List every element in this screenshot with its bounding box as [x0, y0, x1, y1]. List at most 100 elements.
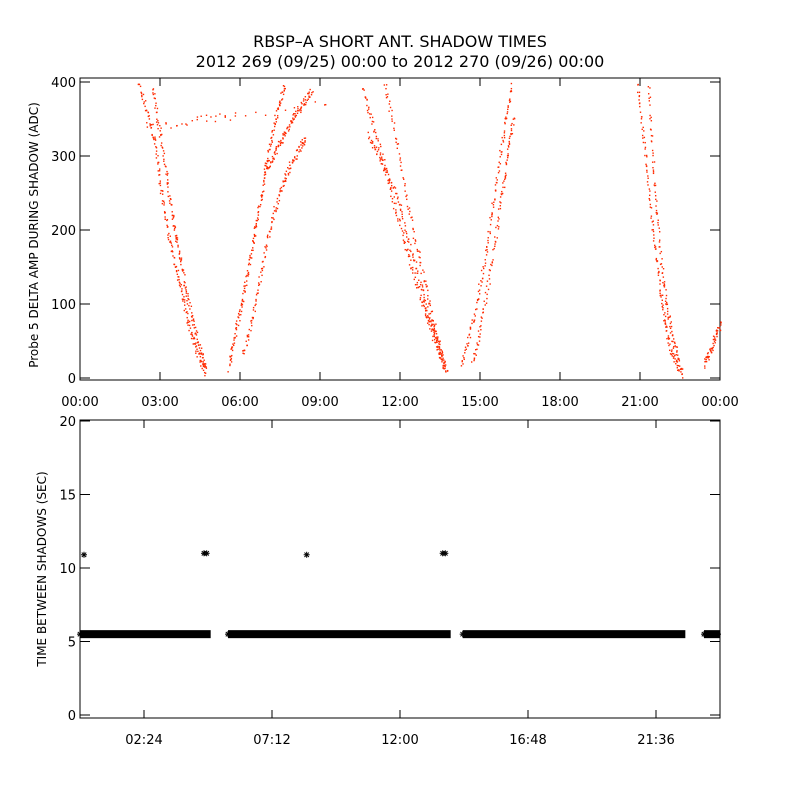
- upper-data-point: [300, 141, 302, 143]
- upper-plot-frame: [79, 77, 721, 381]
- upper-data-point: [489, 283, 491, 285]
- upper-data-point: [507, 108, 509, 111]
- upper-data-point: [651, 221, 654, 223]
- upper-data-point: [245, 275, 247, 278]
- upper-data-point: [272, 212, 274, 215]
- upper-data-point: [271, 141, 274, 143]
- upper-data-point: [425, 307, 427, 309]
- upper-data-point: [292, 160, 295, 162]
- upper-data-point: [376, 153, 378, 156]
- upper-data-point: [271, 139, 273, 142]
- upper-data-point: [491, 213, 493, 215]
- upper-data-point: [371, 140, 374, 143]
- upper-data-point: [476, 301, 478, 304]
- upper-x-tick-label: 12:00: [381, 395, 418, 410]
- upper-data-point: [490, 219, 492, 221]
- upper-data-point: [288, 124, 291, 126]
- upper-data-point: [235, 328, 238, 331]
- upper-data-point: [277, 203, 279, 205]
- upper-data-point: [432, 320, 434, 322]
- upper-data-point: [197, 344, 200, 346]
- upper-data-point: [165, 173, 167, 175]
- upper-data-point: [191, 331, 193, 334]
- upper-data-point: [504, 176, 507, 178]
- upper-data-point: [173, 227, 176, 230]
- upper-data-point: [200, 353, 202, 355]
- upper-data-point: [158, 168, 161, 170]
- upper-data-point: [481, 277, 484, 280]
- upper-data-point: [642, 137, 644, 139]
- upper-data-point: [250, 319, 253, 322]
- lower-data-point: [613, 631, 620, 638]
- upper-data-point: [303, 144, 306, 146]
- upper-data-point: [199, 361, 201, 363]
- upper-data-point: [507, 156, 509, 159]
- upper-data-point: [275, 148, 277, 150]
- upper-data-point: [300, 150, 302, 152]
- upper-data-point: [262, 260, 264, 263]
- upper-data-point: [491, 215, 493, 218]
- upper-data-point: [508, 137, 511, 140]
- upper-data-point: [473, 358, 476, 360]
- upper-data-point: [303, 137, 306, 139]
- upper-data-point: [390, 186, 392, 189]
- upper-data-point: [246, 334, 249, 337]
- upper-data-point: [163, 202, 165, 204]
- upper-data-point: [504, 172, 507, 174]
- upper-data-point: [391, 201, 394, 203]
- upper-data-point: [416, 281, 419, 284]
- upper-data-point: [167, 236, 169, 239]
- upper-data-point: [250, 257, 253, 259]
- upper-data-point: [253, 233, 256, 236]
- upper-data-point: [656, 200, 658, 202]
- upper-data-point: [498, 226, 500, 228]
- lower-data-point: [442, 550, 449, 557]
- upper-data-point: [166, 218, 169, 221]
- upper-data-point: [283, 184, 285, 187]
- upper-data-point: [167, 234, 169, 236]
- upper-data-point: [146, 122, 148, 124]
- upper-data-point: [436, 340, 438, 342]
- upper-data-point: [494, 240, 497, 243]
- upper-data-point: [489, 231, 491, 233]
- upper-data-point: [410, 250, 412, 253]
- upper-data-point: [158, 174, 160, 176]
- upper-data-point: [506, 159, 508, 161]
- lower-data-point: [84, 631, 90, 638]
- upper-data-point: [491, 214, 493, 216]
- upper-data-point: [414, 272, 416, 274]
- upper-data-point: [429, 317, 431, 319]
- upper-x-tick-label: 00:00: [61, 395, 98, 410]
- upper-data-point: [269, 165, 271, 167]
- upper-data-point: [668, 344, 670, 347]
- upper-data-point: [285, 180, 287, 182]
- upper-data-point: [196, 331, 199, 334]
- upper-data-point: [197, 341, 200, 343]
- upper-data-point: [680, 371, 682, 373]
- upper-data-point: [399, 165, 402, 167]
- upper-data-point: [438, 347, 441, 349]
- upper-data-point: [379, 156, 381, 159]
- upper-data-point: [432, 335, 434, 338]
- upper-data-point: [275, 110, 278, 112]
- upper-data-point: [186, 322, 188, 324]
- upper-data-point: [665, 303, 667, 305]
- upper-data-point: [512, 118, 515, 120]
- upper-data-point: [188, 324, 191, 327]
- upper-data-point: [484, 259, 486, 261]
- upper-data-point: [239, 309, 241, 311]
- upper-data-point: [664, 315, 667, 318]
- upper-data-point: [509, 90, 512, 93]
- upper-data-point: [491, 202, 493, 204]
- upper-data-point: [433, 332, 436, 335]
- upper-data-point: [247, 336, 250, 338]
- upper-data-point: [171, 244, 173, 247]
- upper-data-point: [252, 237, 255, 240]
- upper-data-point: [295, 110, 297, 113]
- upper-data-point: [424, 313, 427, 315]
- upper-data-point: [430, 310, 433, 313]
- upper-data-point: [486, 245, 488, 248]
- upper-data-point: [675, 346, 677, 348]
- upper-data-point: [505, 118, 507, 120]
- upper-data-point: [393, 122, 396, 124]
